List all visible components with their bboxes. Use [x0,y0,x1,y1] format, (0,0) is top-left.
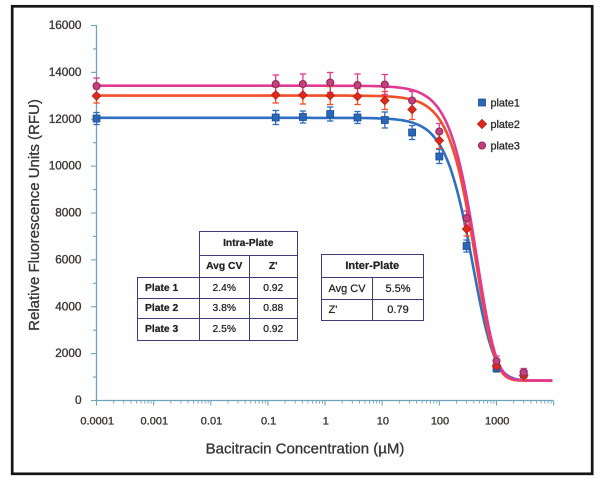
svg-text:0.1: 0.1 [261,416,276,428]
svg-text:100: 100 [431,416,449,428]
svg-text:10: 10 [377,416,389,428]
svg-text:0: 0 [75,393,82,407]
svg-text:Relative Fluorescence Units (R: Relative Fluorescence Units (RFU) [26,99,43,331]
svg-text:8000: 8000 [55,206,82,220]
svg-text:10000: 10000 [49,159,82,173]
svg-text:Bacitracin Concentration (µM): Bacitracin Concentration (µM) [206,441,405,458]
svg-text:1: 1 [323,416,329,428]
svg-text:plate2: plate2 [491,119,520,131]
svg-text:0.01: 0.01 [201,416,222,428]
svg-text:plate3: plate3 [491,140,520,152]
svg-text:12000: 12000 [49,112,82,126]
svg-text:plate1: plate1 [491,97,520,109]
svg-text:4000: 4000 [55,299,82,313]
svg-text:1000: 1000 [485,416,509,428]
svg-text:6000: 6000 [55,253,82,267]
svg-text:2000: 2000 [55,346,82,360]
svg-text:0.001: 0.001 [141,416,169,428]
svg-text:0.0001: 0.0001 [80,416,114,428]
svg-text:14000: 14000 [49,65,82,79]
svg-text:16000: 16000 [49,18,82,32]
